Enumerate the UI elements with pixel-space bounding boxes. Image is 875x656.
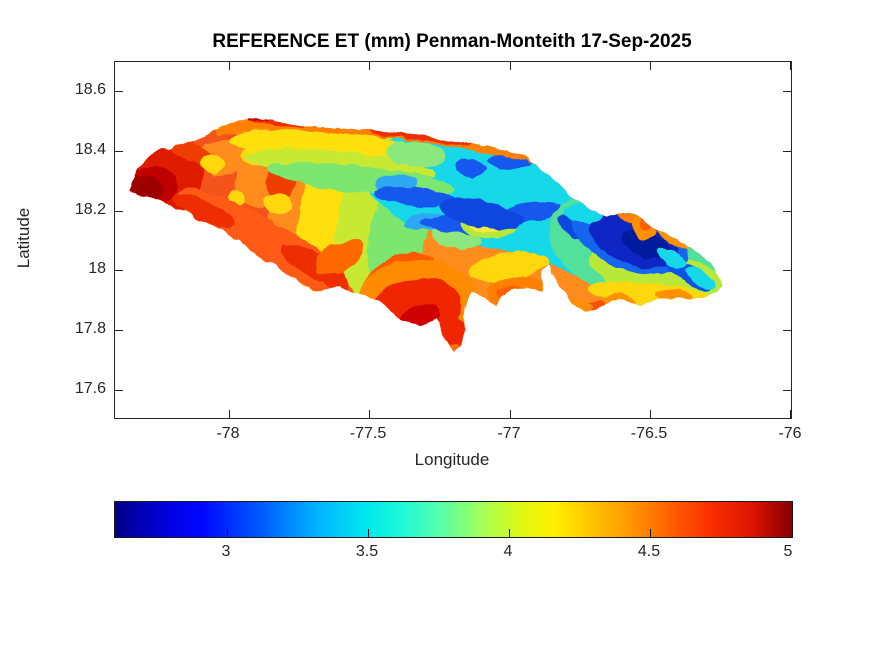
y-tick-mark-right bbox=[783, 330, 791, 331]
x-tick-label: -78 bbox=[216, 425, 240, 442]
colorbar-tick-mark bbox=[227, 529, 228, 537]
colorbar-tick-label: 5 bbox=[783, 543, 793, 560]
y-tick-mark bbox=[115, 390, 123, 391]
y-tick-label: 18.2 bbox=[74, 201, 106, 218]
colorbar bbox=[114, 501, 793, 538]
y-tick-label: 17.8 bbox=[74, 320, 106, 337]
y-axis-label: Latitude bbox=[14, 207, 33, 269]
y-tick-label: 17.6 bbox=[74, 380, 106, 397]
colorbar-tick-mark bbox=[368, 529, 369, 537]
colorbar-tick-label: 3 bbox=[221, 543, 231, 560]
x-tick-mark bbox=[369, 410, 370, 418]
x-tick-label: -77.5 bbox=[349, 425, 387, 442]
colorbar-tick-label: 4 bbox=[503, 543, 513, 560]
y-tick-mark-right bbox=[783, 151, 791, 152]
colorbar-gradient bbox=[115, 502, 792, 537]
y-tick-mark bbox=[115, 270, 123, 271]
colorbar-tick-mark bbox=[650, 529, 651, 537]
y-tick-mark-right bbox=[783, 211, 791, 212]
x-tick-mark bbox=[510, 410, 511, 418]
y-tick-mark-right bbox=[783, 270, 791, 271]
x-axis-label: Longitude bbox=[414, 450, 490, 469]
x-tick-label: -76 bbox=[778, 425, 802, 442]
x-tick-mark bbox=[650, 410, 651, 418]
y-tick-mark-right bbox=[783, 390, 791, 391]
colorbar-tick-label: 3.5 bbox=[355, 543, 379, 560]
y-tick-mark bbox=[115, 151, 123, 152]
y-tick-label: 18.6 bbox=[74, 81, 106, 98]
x-tick-mark-top bbox=[229, 62, 230, 70]
y-tick-mark bbox=[115, 211, 123, 212]
y-tick-mark-right bbox=[783, 91, 791, 92]
x-tick-label: -76.5 bbox=[630, 425, 668, 442]
colorbar-tick-label: 4.5 bbox=[637, 543, 661, 560]
et-contour-map bbox=[128, 117, 722, 351]
x-tick-mark bbox=[229, 410, 230, 418]
x-tick-mark bbox=[790, 410, 791, 418]
x-tick-mark-top bbox=[510, 62, 511, 70]
island-contour-field bbox=[128, 117, 722, 351]
y-tick-mark bbox=[115, 91, 123, 92]
x-tick-mark-top bbox=[650, 62, 651, 70]
y-tick-label: 18 bbox=[88, 260, 106, 277]
colorbar-tick-mark bbox=[509, 529, 510, 537]
x-tick-label: -77 bbox=[497, 425, 521, 442]
x-tick-mark-top bbox=[790, 62, 791, 70]
plot-title: REFERENCE ET (mm) Penman-Monteith 17-Sep… bbox=[212, 31, 692, 52]
y-tick-label: 18.4 bbox=[74, 141, 106, 158]
plot-area bbox=[114, 61, 792, 419]
y-tick-mark bbox=[115, 330, 123, 331]
x-tick-mark-top bbox=[369, 62, 370, 70]
